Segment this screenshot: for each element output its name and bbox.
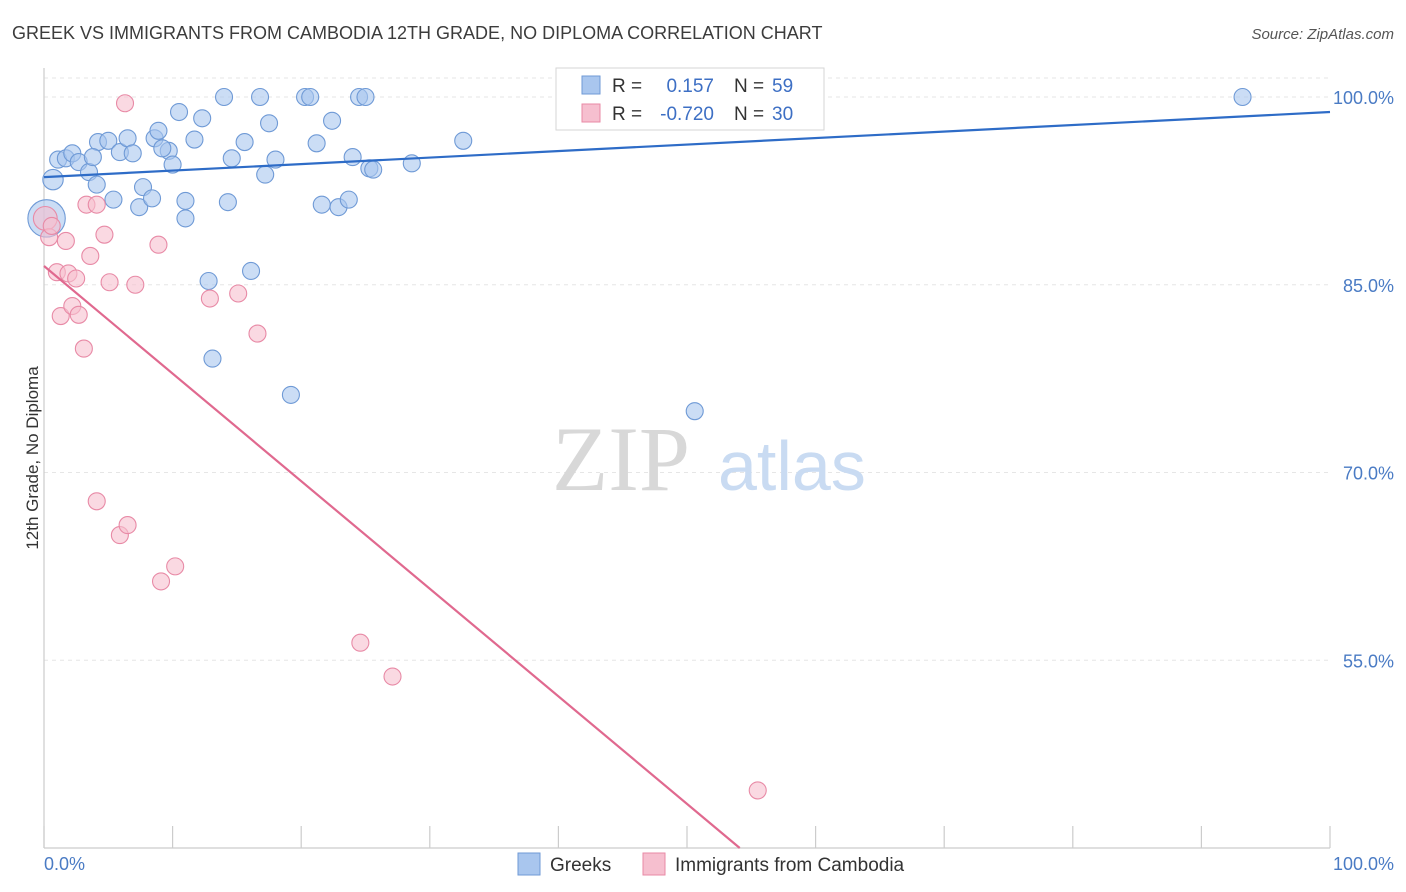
y-tick-label-2: 70.0% [1343,464,1394,484]
point-cambodia-14 [87,492,106,511]
point-cambodia-10 [74,339,93,358]
legend-n-label-greeks: N = [734,76,764,97]
legend-r-value-cambodia: -0.720 [660,104,714,125]
point-cambodia-2 [42,216,61,235]
trend-line-cambodia [43,265,741,849]
watermark-atlas: atlas [718,427,866,505]
point-greeks-18 [149,121,168,140]
bottom-legend-label-cambodia: Immigrants from Cambodia [675,855,905,876]
watermark: ZIP atlas [552,408,866,510]
trend-lines [43,110,1331,849]
point-greeks-43 [339,190,358,209]
point-greeks-25 [193,109,212,128]
point-greeks-20 [163,155,182,174]
point-greeks-22 [176,191,195,210]
point-greeks-40 [312,195,331,214]
point-cambodia-26 [248,324,267,343]
stats-legend-box [555,67,825,131]
point-greeks-1 [42,168,64,191]
bottom-legend-swatch-greeks [517,852,541,876]
point-greeks-46 [356,87,375,107]
point-cambodia-19 [118,516,137,535]
watermark-zip: ZIP [552,408,690,510]
trend-line-greeks [43,110,1331,179]
legend-r-label-greeks: R = [612,76,642,97]
point-greeks-50 [454,131,473,150]
point-greeks-41 [323,111,342,130]
point-cambodia-29 [748,781,767,800]
point-greeks-30 [222,149,241,168]
point-greeks-36 [281,385,300,404]
point-cambodia-5 [56,231,75,250]
legend-r-value-greeks: 0.157 [666,76,714,97]
y-tick-label-0: 100.0% [1333,88,1394,108]
point-greeks-21 [169,102,189,122]
point-greeks-26 [199,271,218,291]
x-tick-label-min: 0.0% [44,854,85,874]
point-cambodia-4 [51,306,70,326]
point-greeks-28 [214,87,234,107]
point-greeks-27 [203,349,222,368]
chart-title: GREEK VS IMMIGRANTS FROM CAMBODIA 12TH G… [12,23,822,43]
legend-swatch-cambodia [581,103,601,123]
point-greeks-9 [99,131,118,150]
point-cambodia-22 [151,572,171,591]
point-greeks-39 [307,134,326,153]
bottom-legend-swatch-cambodia [642,852,666,876]
legend-n-label-cambodia: N = [734,104,764,125]
point-greeks-31 [235,133,254,152]
point-greeks-57 [153,139,172,158]
legend-swatch-greeks [581,75,601,95]
y-tick-label-1: 85.0% [1343,276,1394,296]
point-cambodia-23 [166,557,185,576]
point-cambodia-13 [87,195,106,214]
point-cambodia-21 [149,235,168,254]
series-legend: Greeks Immigrants from Cambodia [517,852,905,876]
point-cambodia-15 [95,225,114,244]
stats-legend: R = 0.157 N = 59 R = -0.720 N = 30 [555,67,825,131]
point-greeks-58 [266,150,285,169]
legend-r-label-cambodia: R = [612,104,642,125]
point-cambodia-16 [100,273,119,292]
point-greeks-55 [1233,87,1252,107]
legend-n-value-cambodia: 30 [772,104,793,125]
point-greeks-23 [176,209,195,228]
point-greeks-13 [123,144,142,163]
point-cambodia-8 [67,269,86,288]
y-axis-label: 12th Grade, No Diploma [23,366,42,550]
point-greeks-24 [185,130,204,149]
point-greeks-14 [130,198,149,217]
legend-n-value-greeks: 59 [772,76,793,97]
point-cambodia-25 [229,284,248,303]
point-greeks-53 [685,402,704,421]
x-axis-ticks [43,826,1331,848]
point-greeks-48 [364,160,383,179]
point-cambodia-28 [383,667,402,686]
point-cambodia-18 [115,94,135,113]
point-greeks-38 [301,87,320,107]
bottom-legend-label-greeks: Greeks [550,855,611,876]
point-cambodia-27 [351,633,370,652]
point-greeks-16 [142,189,162,208]
point-cambodia-20 [126,275,145,294]
chart-source: Source: ZipAtlas.com [1251,26,1394,43]
point-greeks-35 [259,114,279,133]
point-greeks-44 [343,148,362,167]
point-cambodia-24 [200,289,219,308]
point-cambodia-9 [69,305,88,324]
y-tick-label-3: 55.0% [1343,651,1394,671]
point-greeks-56 [83,148,102,167]
point-cambodia-12 [81,246,100,266]
x-tick-label-max: 100.0% [1333,854,1394,874]
point-greeks-34 [256,165,275,184]
point-greeks-29 [218,193,237,212]
point-greeks-7 [87,175,106,194]
point-greeks-33 [250,87,270,107]
point-greeks-12 [118,129,137,148]
point-greeks-10 [104,190,123,209]
point-greeks-32 [241,261,261,281]
